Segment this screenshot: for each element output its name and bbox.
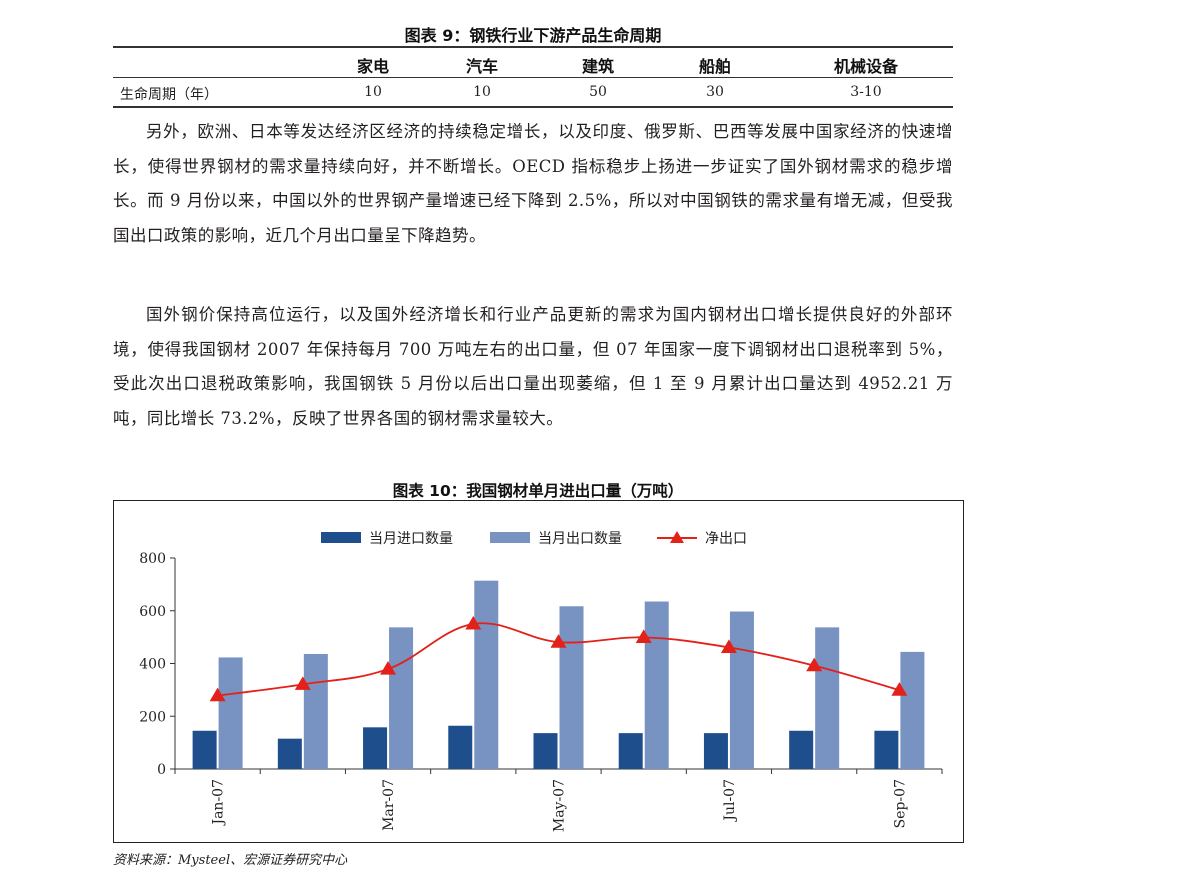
net-export-marker	[465, 615, 482, 630]
chart: 0 200 400 600 800 Jan-07 Mar-07 May-07 Jul-07 Sep…	[139, 531, 943, 832]
table-value-cell: 30	[706, 84, 724, 100]
table-value-cell: 10	[364, 84, 382, 100]
net-export-marker	[550, 634, 567, 648]
net-export-marker	[209, 687, 226, 702]
bar-import	[277, 738, 302, 769]
table-row-label: 生命周期（年）	[120, 87, 218, 103]
bar-import	[703, 733, 728, 769]
legend-label-export: 当月出口数量	[538, 531, 622, 547]
table-value-cell: 3-10	[850, 84, 882, 100]
net-export-marker	[380, 661, 397, 675]
source-note: 资料来源：Mysteel、宏源证券研究中心	[113, 853, 348, 868]
bar-export	[389, 627, 414, 769]
net-export-marker	[806, 657, 823, 672]
x-tick-label: Mar-07	[381, 779, 397, 831]
table-value-cell: 10	[473, 84, 491, 100]
bar-import	[448, 725, 473, 769]
table-header-cell: 家电	[356, 57, 389, 76]
table-header-cell: 机械设备	[833, 57, 898, 76]
bar-export	[218, 657, 243, 769]
legend-label-import: 当月进口数量	[369, 531, 453, 547]
chart-frame: 0 200 400 600 800 Jan-07 Mar-07 May-07 Jul-07 Sep…	[113, 500, 964, 843]
table-top-rule	[113, 46, 953, 48]
bar-import	[874, 730, 899, 769]
table-bottom-rule	[113, 106, 953, 108]
y-tick-label: 0	[157, 762, 166, 778]
x-tick-label: Jul-07	[722, 779, 738, 823]
bar-export	[559, 606, 584, 769]
y-tick-label: 200	[139, 709, 166, 725]
legend-marker-net	[670, 531, 684, 543]
bar-import	[363, 727, 388, 769]
bar-import	[789, 730, 814, 769]
bar-import	[618, 733, 643, 769]
table-title: 图表 9：钢铁行业下游产品生命周期	[404, 26, 662, 45]
net-export-marker	[294, 676, 311, 690]
paragraph-2: 国外钢价保持高位运行，以及国外经济增长和行业产品更新的需求为国内钢材出口增长提供…	[113, 305, 953, 428]
table-header-cell: 汽车	[465, 57, 498, 76]
bar-export	[729, 611, 754, 769]
y-tick-label: 600	[139, 604, 166, 620]
legend-swatch-export	[490, 532, 530, 543]
x-tick-label: Sep-07	[892, 779, 908, 828]
bar-export	[644, 601, 669, 769]
chart-title: 图表 10：我国钢材单月进出口量（万吨）	[392, 482, 684, 500]
table-header-cell: 建筑	[581, 57, 614, 76]
bar-import	[192, 730, 217, 769]
net-export-marker	[891, 682, 908, 696]
bar-import	[533, 733, 558, 769]
y-tick-label: 800	[139, 551, 166, 567]
net-export-marker	[635, 629, 652, 643]
legend-label-net: 净出口	[705, 531, 747, 547]
table-value-cell: 50	[589, 84, 607, 100]
paragraph-1: 另外，欧洲、日本等发达经济区经济的持续稳定增长，以及印度、俄罗斯、巴西等发展中国…	[113, 122, 953, 245]
bar-export	[303, 654, 328, 769]
y-tick-label: 400	[139, 657, 166, 673]
bar-export	[900, 651, 925, 769]
net-export-marker	[720, 639, 737, 654]
bar-export	[474, 580, 499, 769]
x-tick-label: May-07	[552, 779, 568, 832]
legend-swatch-import	[321, 532, 361, 543]
bar-export	[815, 627, 840, 769]
table-header-cell: 船舶	[698, 57, 731, 76]
table-header-rule	[113, 77, 953, 78]
x-tick-label: Jan-07	[211, 779, 227, 827]
